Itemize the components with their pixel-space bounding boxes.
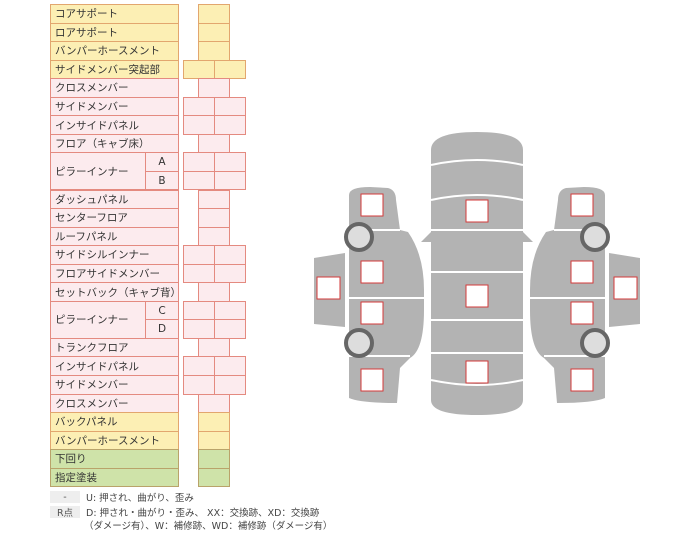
check-cell-right[interactable] (214, 59, 246, 80)
row-label: バックパネル (50, 412, 179, 432)
check-cell-right[interactable] (214, 263, 246, 284)
row-label: インサイドパネル (50, 115, 179, 135)
car-left-side (349, 187, 424, 403)
row-label: センターフロア (50, 208, 179, 228)
row-label: バンパーホースメント (50, 41, 179, 61)
car-top-body (421, 132, 533, 415)
marker-box[interactable] (360, 368, 384, 392)
row-label: ピラーインナー (50, 300, 146, 339)
marker-box[interactable] (570, 260, 594, 284)
marker-box[interactable] (570, 368, 594, 392)
wheel-icon (580, 222, 610, 252)
wheel-icon (344, 222, 374, 252)
marker-box[interactable] (465, 199, 489, 223)
marker-box[interactable] (316, 276, 341, 300)
marker-box[interactable] (570, 301, 594, 325)
marker-box[interactable] (570, 193, 594, 217)
marker-box[interactable] (360, 260, 384, 284)
legend-key: - (50, 491, 80, 503)
marker-box[interactable] (465, 360, 489, 384)
row-sub-label: A (145, 152, 179, 172)
row-label: 指定塗装 (50, 467, 179, 488)
marker-box[interactable] (360, 193, 384, 217)
row-label: ピラーインナー (50, 152, 146, 191)
legend-text: D: 押され・曲がり・歪み、 XX：交換跡、XD：交換跡 (86, 508, 320, 519)
car-right-side (530, 187, 605, 403)
row-label: フロア（キャブ床） (50, 133, 179, 154)
marker-box[interactable] (465, 284, 489, 308)
legend-text: （ダメージ有）、W：補修跡、WD：補修跡（ダメージ有） (84, 521, 333, 532)
wheel-icon (344, 328, 374, 358)
row-label: クロスメンバー (50, 393, 179, 414)
row-label: バンパーホースメント (50, 430, 179, 451)
wheel-icon (580, 328, 610, 358)
legend-key: R点 (50, 506, 80, 519)
row-sub-label: C (145, 300, 179, 321)
check-cell[interactable] (198, 467, 230, 488)
check-cell-right[interactable] (214, 115, 246, 135)
check-cell-right[interactable] (214, 170, 246, 191)
row-label: フロアサイドメンバー (50, 263, 179, 284)
marker-box[interactable] (613, 276, 638, 300)
marker-box[interactable] (360, 301, 384, 325)
row-label: サイドメンバー突起部 (50, 59, 179, 80)
row-label: サイドメンバー (50, 96, 179, 117)
legend-text: U: 押され、曲がり、歪み (86, 493, 194, 504)
row-label: クロスメンバー (50, 78, 179, 98)
check-cell-right[interactable] (214, 375, 246, 395)
row-label: サイドシルインナー (50, 245, 179, 265)
check-cell-right[interactable] (214, 319, 246, 339)
